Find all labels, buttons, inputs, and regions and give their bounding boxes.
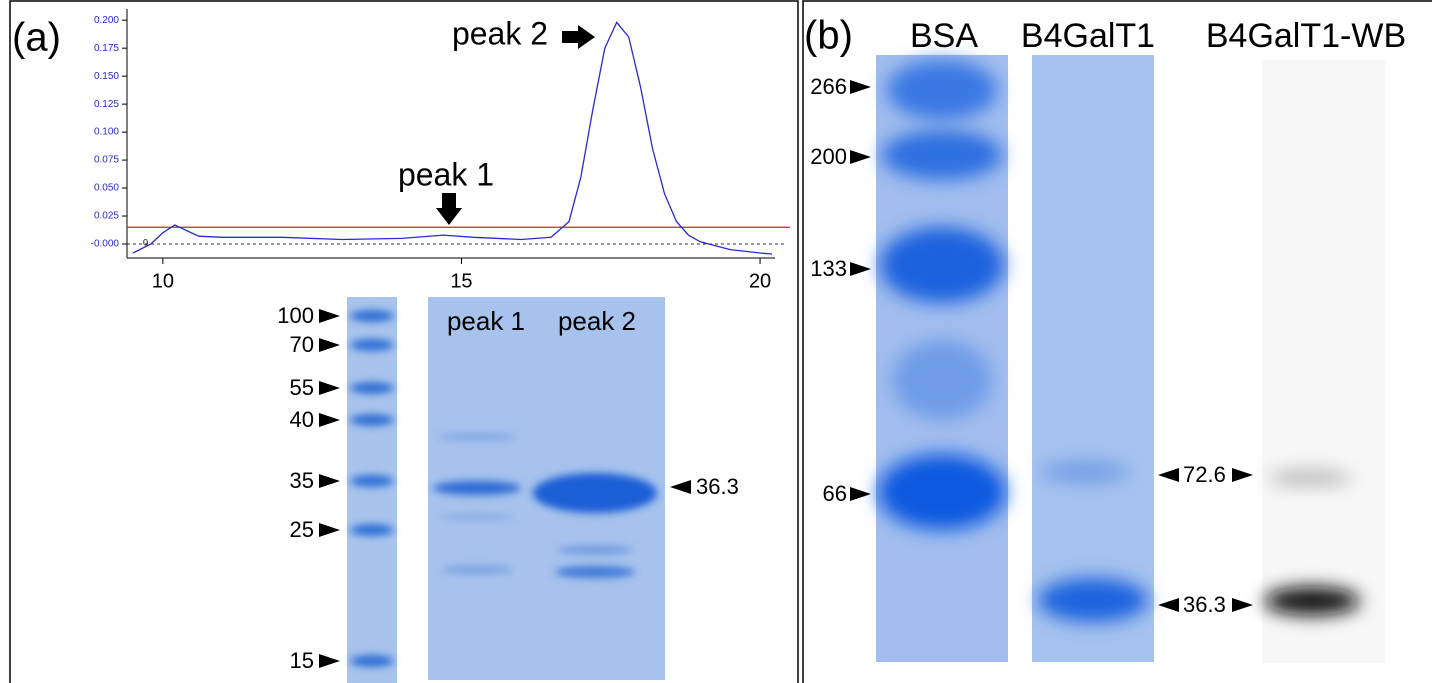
arrow (319, 413, 340, 427)
y-tick-label: 0.100 (94, 127, 119, 138)
band (350, 414, 394, 426)
panel-b-frame (802, 0, 1432, 683)
arrow (670, 480, 691, 494)
band (350, 339, 394, 351)
band (555, 566, 635, 578)
band (1264, 587, 1360, 615)
marker-label: 70 (290, 332, 314, 357)
arrow (1158, 598, 1179, 612)
marker-label: 25 (290, 517, 314, 542)
y-tick-label: 0.150 (94, 71, 119, 82)
band (878, 454, 1006, 530)
gel-bands (350, 60, 1360, 667)
band (437, 434, 517, 440)
x-tick-label: 20 (749, 270, 771, 292)
arrow (319, 381, 340, 395)
panel-a-frame (9, 0, 799, 683)
y-tick-label: -0.000 (91, 239, 120, 250)
marker-label: 266 (810, 74, 847, 99)
marker-lane (347, 297, 397, 683)
x-tick-label: 15 (450, 270, 472, 292)
arrow (850, 487, 871, 501)
band (892, 340, 992, 420)
band (439, 514, 515, 520)
band (350, 382, 394, 394)
arrow (319, 338, 340, 352)
lane-label: B4GalT1-WB (1206, 17, 1406, 55)
band (350, 310, 394, 322)
y-tick-label: 0.050 (94, 183, 119, 194)
marker-label: 35 (290, 468, 314, 493)
gel-b4galt1 (1032, 55, 1154, 662)
marker-label: 66 (823, 481, 847, 506)
arrow (850, 150, 871, 164)
lane-label: B4GalT1 (1021, 17, 1155, 55)
arrow (1232, 598, 1253, 612)
band-label: 36.3 (1183, 592, 1226, 617)
annotation: peak 2 (452, 15, 548, 51)
band (1268, 470, 1352, 486)
arrow (1158, 468, 1179, 482)
lane-label: peak 1 (447, 306, 525, 336)
y-tick-label: 0.175 (94, 43, 119, 54)
band-label: 72.6 (1183, 462, 1226, 487)
y-tick-label: 0.125 (94, 99, 119, 110)
band (557, 546, 633, 554)
western-blot (1262, 60, 1385, 663)
band (882, 130, 1002, 180)
arrow (850, 262, 871, 276)
arrow (319, 474, 340, 488)
marker-label: 100 (277, 303, 314, 328)
lane-label: BSA (910, 17, 978, 55)
marker-label: 15 (290, 648, 314, 673)
band (887, 60, 997, 120)
band (1038, 578, 1148, 622)
band (441, 566, 513, 574)
chromatogram-line (132, 21, 773, 255)
band (1040, 462, 1130, 482)
band (350, 524, 394, 536)
band (350, 655, 394, 667)
lane-label: peak 2 (558, 306, 636, 336)
arrow (1232, 468, 1253, 482)
panel-label: (b) (804, 14, 853, 58)
x-tick-label: 10 (152, 270, 174, 292)
arrow (319, 523, 340, 537)
band (880, 227, 1004, 303)
band (533, 473, 657, 513)
arrow (562, 25, 595, 49)
y-tick-label: 0.075 (94, 155, 119, 166)
arrow (436, 193, 462, 225)
marker-label: 40 (290, 407, 314, 432)
y-tick-label: 0.025 (94, 211, 119, 222)
panel-label: (a) (12, 16, 61, 60)
marker-label: 133 (810, 256, 847, 281)
y-tick-label: 0.200 (94, 15, 119, 26)
band-label: 36.3 (696, 474, 739, 499)
marker-label: 200 (810, 144, 847, 169)
marker-label: 55 (290, 375, 314, 400)
zero-label: 0 (143, 237, 148, 247)
arrow (850, 80, 871, 94)
arrow (319, 309, 340, 323)
annotation: peak 1 (398, 156, 494, 192)
band (433, 481, 521, 495)
band (350, 475, 394, 487)
arrow (319, 654, 340, 668)
